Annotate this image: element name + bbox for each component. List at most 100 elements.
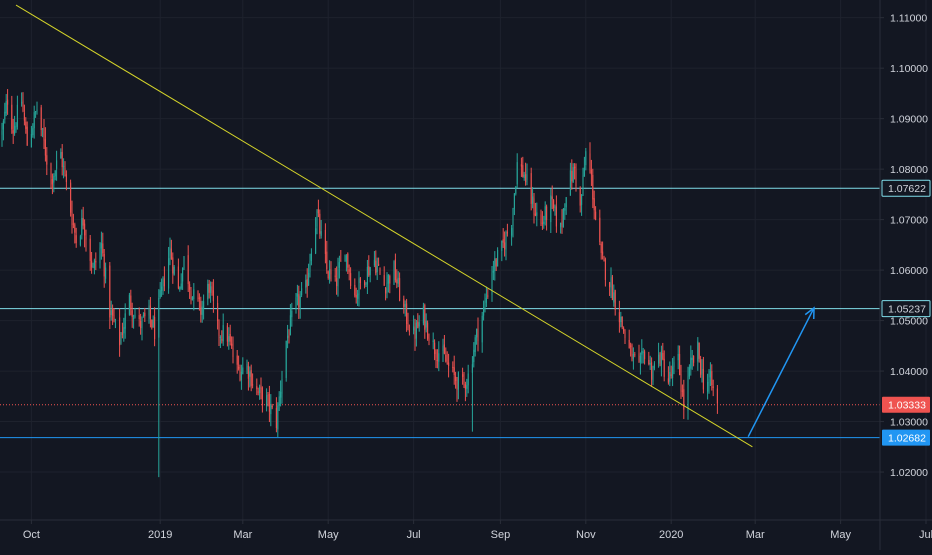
candle-body bbox=[161, 286, 163, 291]
candle-body bbox=[618, 312, 620, 323]
candle-body bbox=[301, 288, 303, 296]
candle-body bbox=[275, 408, 277, 428]
candle-body bbox=[60, 152, 62, 159]
candle-body bbox=[212, 290, 214, 302]
candle-body bbox=[239, 369, 241, 381]
price-tick-label: 1.03000 bbox=[890, 417, 928, 429]
candle-body bbox=[712, 386, 714, 389]
candle-body bbox=[609, 282, 611, 288]
candle-body bbox=[422, 306, 424, 324]
candle-body bbox=[310, 253, 312, 261]
candle-body bbox=[110, 310, 112, 315]
candle-body bbox=[228, 336, 230, 342]
candle-body bbox=[702, 368, 704, 390]
candle-body bbox=[193, 289, 195, 300]
time-axis: Oct 2019 Mar May Jul Sep Nov 2020 Mar May Jul bbox=[0, 519, 932, 541]
candle-body bbox=[197, 290, 199, 299]
candle-body bbox=[613, 292, 615, 303]
candle-body bbox=[180, 283, 182, 289]
candle-body bbox=[590, 169, 592, 175]
candle-body bbox=[639, 355, 641, 363]
candle-body bbox=[520, 164, 522, 167]
candle-body bbox=[385, 288, 387, 294]
candle-body bbox=[14, 125, 16, 134]
candle-body bbox=[291, 310, 293, 318]
candle-body bbox=[203, 301, 205, 309]
candle-body bbox=[555, 206, 557, 227]
candle-body bbox=[455, 376, 457, 381]
candle-body bbox=[151, 319, 153, 328]
candle-body bbox=[698, 342, 700, 359]
candle-body bbox=[159, 290, 161, 298]
candle-body bbox=[414, 328, 416, 340]
candle-body bbox=[512, 208, 514, 227]
candle-body bbox=[564, 208, 566, 211]
candle-body bbox=[306, 279, 308, 287]
candle-body bbox=[446, 362, 448, 364]
candle-body bbox=[396, 279, 398, 284]
candle-body bbox=[305, 280, 307, 288]
candle-body bbox=[102, 243, 104, 254]
candle-body bbox=[680, 374, 682, 392]
candle-body bbox=[71, 212, 73, 226]
candle-body bbox=[355, 294, 357, 298]
candle-body bbox=[544, 206, 546, 221]
candle-body bbox=[113, 314, 115, 322]
candle-body bbox=[252, 384, 254, 386]
candle-body bbox=[119, 317, 121, 346]
candle-body bbox=[418, 322, 420, 327]
candle-body bbox=[33, 112, 35, 129]
candle-body bbox=[5, 101, 7, 114]
candle-body bbox=[271, 405, 273, 408]
candle-body bbox=[417, 321, 419, 329]
candle-body bbox=[280, 391, 282, 398]
candle-body bbox=[399, 278, 401, 301]
candle-body bbox=[238, 367, 240, 369]
candle-body bbox=[93, 260, 95, 269]
candle-body bbox=[649, 362, 651, 365]
candle-body bbox=[138, 315, 140, 320]
candle-body bbox=[99, 247, 101, 264]
candle-body bbox=[278, 396, 280, 407]
candle-body bbox=[621, 316, 623, 328]
candle-body bbox=[677, 353, 679, 361]
candle-body bbox=[669, 371, 671, 382]
candle-body bbox=[198, 297, 200, 300]
candle-body bbox=[172, 257, 174, 274]
candle-body bbox=[345, 255, 347, 262]
candle-body bbox=[259, 386, 261, 393]
candle-body bbox=[120, 334, 122, 344]
candle-body bbox=[642, 351, 644, 353]
candle-body bbox=[65, 174, 67, 182]
candle-body bbox=[105, 267, 107, 279]
candle-body bbox=[169, 247, 171, 256]
candle-body bbox=[123, 327, 125, 334]
candle-body bbox=[189, 284, 191, 290]
candle-body bbox=[494, 258, 496, 272]
candle-body bbox=[36, 109, 38, 112]
candle-body bbox=[249, 371, 251, 377]
candle-body bbox=[660, 350, 662, 366]
candle-body bbox=[463, 377, 465, 382]
candle-body bbox=[670, 374, 672, 376]
candle-body bbox=[4, 111, 6, 120]
candle-body bbox=[319, 213, 321, 234]
candle-body bbox=[1, 130, 3, 135]
candle-body bbox=[408, 330, 410, 332]
candle-body bbox=[435, 352, 437, 358]
candle-body bbox=[121, 332, 123, 336]
price-tick-label: 1.08000 bbox=[890, 164, 928, 176]
candle-body bbox=[337, 268, 339, 287]
candle-body bbox=[35, 111, 37, 113]
candle-body bbox=[550, 195, 552, 223]
candle-body bbox=[688, 367, 690, 377]
candle-body bbox=[103, 253, 105, 277]
candle-body bbox=[628, 339, 630, 349]
candle-body bbox=[257, 391, 259, 393]
candle-body bbox=[79, 236, 81, 245]
candle-body bbox=[406, 303, 408, 324]
candle-body bbox=[595, 211, 597, 220]
candle-body bbox=[571, 170, 573, 182]
